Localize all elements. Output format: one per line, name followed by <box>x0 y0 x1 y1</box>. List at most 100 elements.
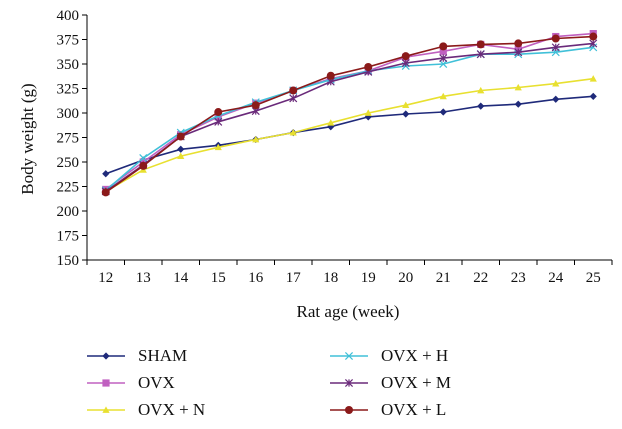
data-point-ovx-n <box>214 143 222 151</box>
legend-item-ovx-n: OVX + N <box>87 400 205 419</box>
series-ovx-n <box>102 75 597 195</box>
data-point-ovx-n <box>514 83 522 91</box>
legend-marker <box>102 379 110 387</box>
series-line-ovx-l <box>105 35 594 194</box>
y-tick-label: 375 <box>57 33 80 49</box>
y-axis-title: Body weight (g) <box>18 83 37 194</box>
y-tick-label: 400 <box>57 8 80 24</box>
x-tick-label: 15 <box>211 270 226 286</box>
data-point-ovx-n <box>552 80 560 87</box>
y-tick-label: 200 <box>57 204 80 220</box>
data-point-ovx-h <box>589 43 598 52</box>
axes: 150 175 200 225 250 275 300 325 350 375 400 12 13 14 1… <box>57 8 613 286</box>
x-tick-label: 14 <box>173 270 189 286</box>
y-tick-label: 175 <box>57 229 80 245</box>
data-point-sham <box>439 108 447 116</box>
data-point-ovx-l <box>551 34 560 43</box>
data-point-ovx-m <box>214 117 223 126</box>
data-point-sham <box>477 102 485 110</box>
data-point-ovx-h <box>139 154 148 163</box>
x-tick-label: 16 <box>248 270 264 286</box>
series-lines <box>101 30 598 197</box>
y-tick-label: 350 <box>57 57 80 73</box>
data-point-ovx-m <box>589 39 598 48</box>
x-tick-label: 22 <box>473 270 488 286</box>
data-point-sham <box>402 110 410 118</box>
series-line-ovx-n <box>105 77 594 193</box>
data-point-sham <box>102 170 110 178</box>
x-tick-label: 18 <box>323 270 338 286</box>
x-tick-label: 12 <box>98 270 113 286</box>
legend-label: OVX + M <box>381 373 451 392</box>
data-point-ovx-l <box>326 71 335 80</box>
legend-marker <box>344 351 354 361</box>
data-point-ovx <box>439 47 447 55</box>
y-tick-label: 150 <box>57 253 80 269</box>
data-point-ovx-n <box>439 92 447 100</box>
series-ovx-l <box>101 32 598 197</box>
legend-label: OVX + L <box>381 400 446 419</box>
series-ovx-h <box>101 43 598 195</box>
legend-marker <box>102 352 110 360</box>
y-tick-label: 225 <box>57 180 80 196</box>
data-point-ovx-l <box>139 161 148 170</box>
legend-item-ovx-m: OVX + M <box>330 373 451 392</box>
x-tick-label: 20 <box>398 270 413 286</box>
data-point-ovx-n <box>477 86 485 94</box>
data-point-ovx-l <box>514 39 523 48</box>
data-point-ovx-l <box>476 40 485 49</box>
data-point-ovx-l <box>289 86 298 95</box>
data-point-ovx-l <box>214 108 223 117</box>
data-point-ovx-m <box>401 58 410 68</box>
y-tick-label: 300 <box>57 106 80 122</box>
legend-marker <box>345 406 353 414</box>
y-tick-label: 275 <box>57 131 80 147</box>
legend-item-ovx: OVX <box>87 373 175 392</box>
data-point-sham <box>589 92 597 100</box>
data-point-ovx-n <box>364 109 372 116</box>
series-line-ovx-h <box>105 46 594 192</box>
legend-item-ovx-l: OVX + L <box>330 400 446 419</box>
data-point-ovx-m <box>514 48 523 57</box>
legend-label: SHAM <box>138 346 187 365</box>
x-tick-label: 23 <box>511 270 526 286</box>
data-point-ovx-n <box>177 152 185 159</box>
data-point-ovx-m <box>289 94 298 103</box>
data-point-ovx-n <box>402 101 410 109</box>
data-point-ovx-n <box>289 129 297 136</box>
legend-label: OVX <box>138 373 175 392</box>
x-axis-title: Rat age (week) <box>297 302 400 321</box>
data-point-ovx <box>214 113 222 121</box>
data-point-ovx-h <box>439 59 448 69</box>
legend-item-ovx-h: OVX + H <box>330 346 448 365</box>
data-point-ovx-m <box>439 54 448 63</box>
legend-label: OVX + H <box>381 346 448 365</box>
data-point-ovx-l <box>439 42 448 51</box>
data-point-sham <box>514 100 522 108</box>
x-tick-label: 17 <box>286 270 302 286</box>
legend: SHAM OVX OVX + N OVX + H OVX + M OVX + L <box>87 346 451 419</box>
y-tick-label: 250 <box>57 155 80 171</box>
data-point-ovx-l <box>364 62 373 71</box>
series-line-ovx-m <box>105 42 594 193</box>
legend-marker <box>344 378 354 388</box>
x-tick-label: 19 <box>361 270 376 286</box>
data-point-ovx-m <box>476 50 485 59</box>
series-line-sham <box>105 95 594 175</box>
data-point-ovx-l <box>401 52 410 61</box>
x-tick-label: 25 <box>586 270 601 286</box>
y-tick-label: 325 <box>57 82 80 98</box>
data-point-sham <box>177 145 185 153</box>
data-point-ovx-n <box>589 75 597 82</box>
x-tick-label: 13 <box>136 270 151 286</box>
data-point-ovx-l <box>589 32 598 41</box>
data-point-ovx-n <box>327 119 335 126</box>
data-point-ovx-n <box>252 135 260 143</box>
data-point-ovx-l <box>176 132 185 141</box>
legend-item-sham: SHAM <box>87 346 187 365</box>
data-point-ovx-l <box>101 188 110 197</box>
legend-label: OVX + N <box>138 400 205 419</box>
data-point-ovx-m <box>551 43 560 52</box>
